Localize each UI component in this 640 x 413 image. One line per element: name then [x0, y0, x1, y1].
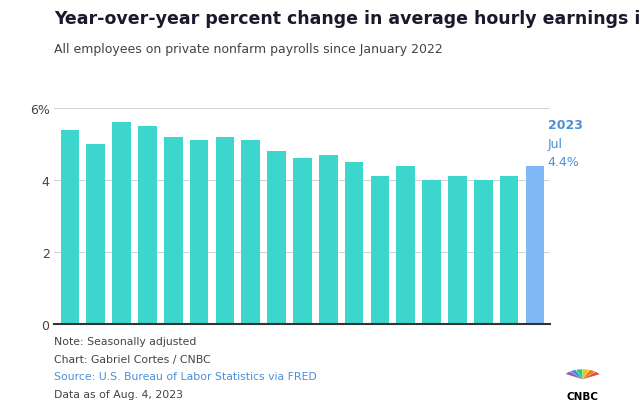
- Bar: [293, 159, 312, 324]
- Bar: [164, 138, 182, 324]
- Text: 2023: 2023: [548, 119, 582, 132]
- Text: Source: U.S. Bureau of Labor Statistics via FRED: Source: U.S. Bureau of Labor Statistics …: [54, 371, 317, 381]
- Text: Year-over-year percent change in average hourly earnings in the U.S.: Year-over-year percent change in average…: [54, 10, 640, 28]
- Bar: [474, 180, 493, 324]
- Bar: [396, 166, 415, 324]
- Bar: [112, 123, 131, 324]
- Text: Chart: Gabriel Cortes / CNBC: Chart: Gabriel Cortes / CNBC: [54, 354, 211, 364]
- Bar: [525, 166, 544, 324]
- Bar: [500, 177, 518, 324]
- Bar: [138, 127, 157, 324]
- Bar: [345, 163, 364, 324]
- Wedge shape: [570, 370, 582, 379]
- Text: Note: Seasonally adjusted: Note: Seasonally adjusted: [54, 337, 196, 347]
- Wedge shape: [576, 369, 582, 379]
- Text: Data as of Aug. 4, 2023: Data as of Aug. 4, 2023: [54, 389, 184, 399]
- Bar: [190, 141, 209, 324]
- Wedge shape: [566, 372, 582, 379]
- Text: Jul: Jul: [548, 138, 563, 150]
- Bar: [216, 138, 234, 324]
- Wedge shape: [582, 372, 600, 379]
- Bar: [422, 180, 441, 324]
- Text: 4.4%: 4.4%: [548, 155, 580, 169]
- Bar: [86, 145, 105, 324]
- Bar: [268, 152, 286, 324]
- Bar: [371, 177, 389, 324]
- Bar: [241, 141, 260, 324]
- Text: All employees on private nonfarm payrolls since January 2022: All employees on private nonfarm payroll…: [54, 43, 443, 56]
- Bar: [61, 131, 79, 324]
- Bar: [319, 155, 337, 324]
- Text: CNBC: CNBC: [566, 391, 598, 401]
- Bar: [448, 177, 467, 324]
- Wedge shape: [582, 369, 589, 379]
- Wedge shape: [582, 370, 595, 379]
